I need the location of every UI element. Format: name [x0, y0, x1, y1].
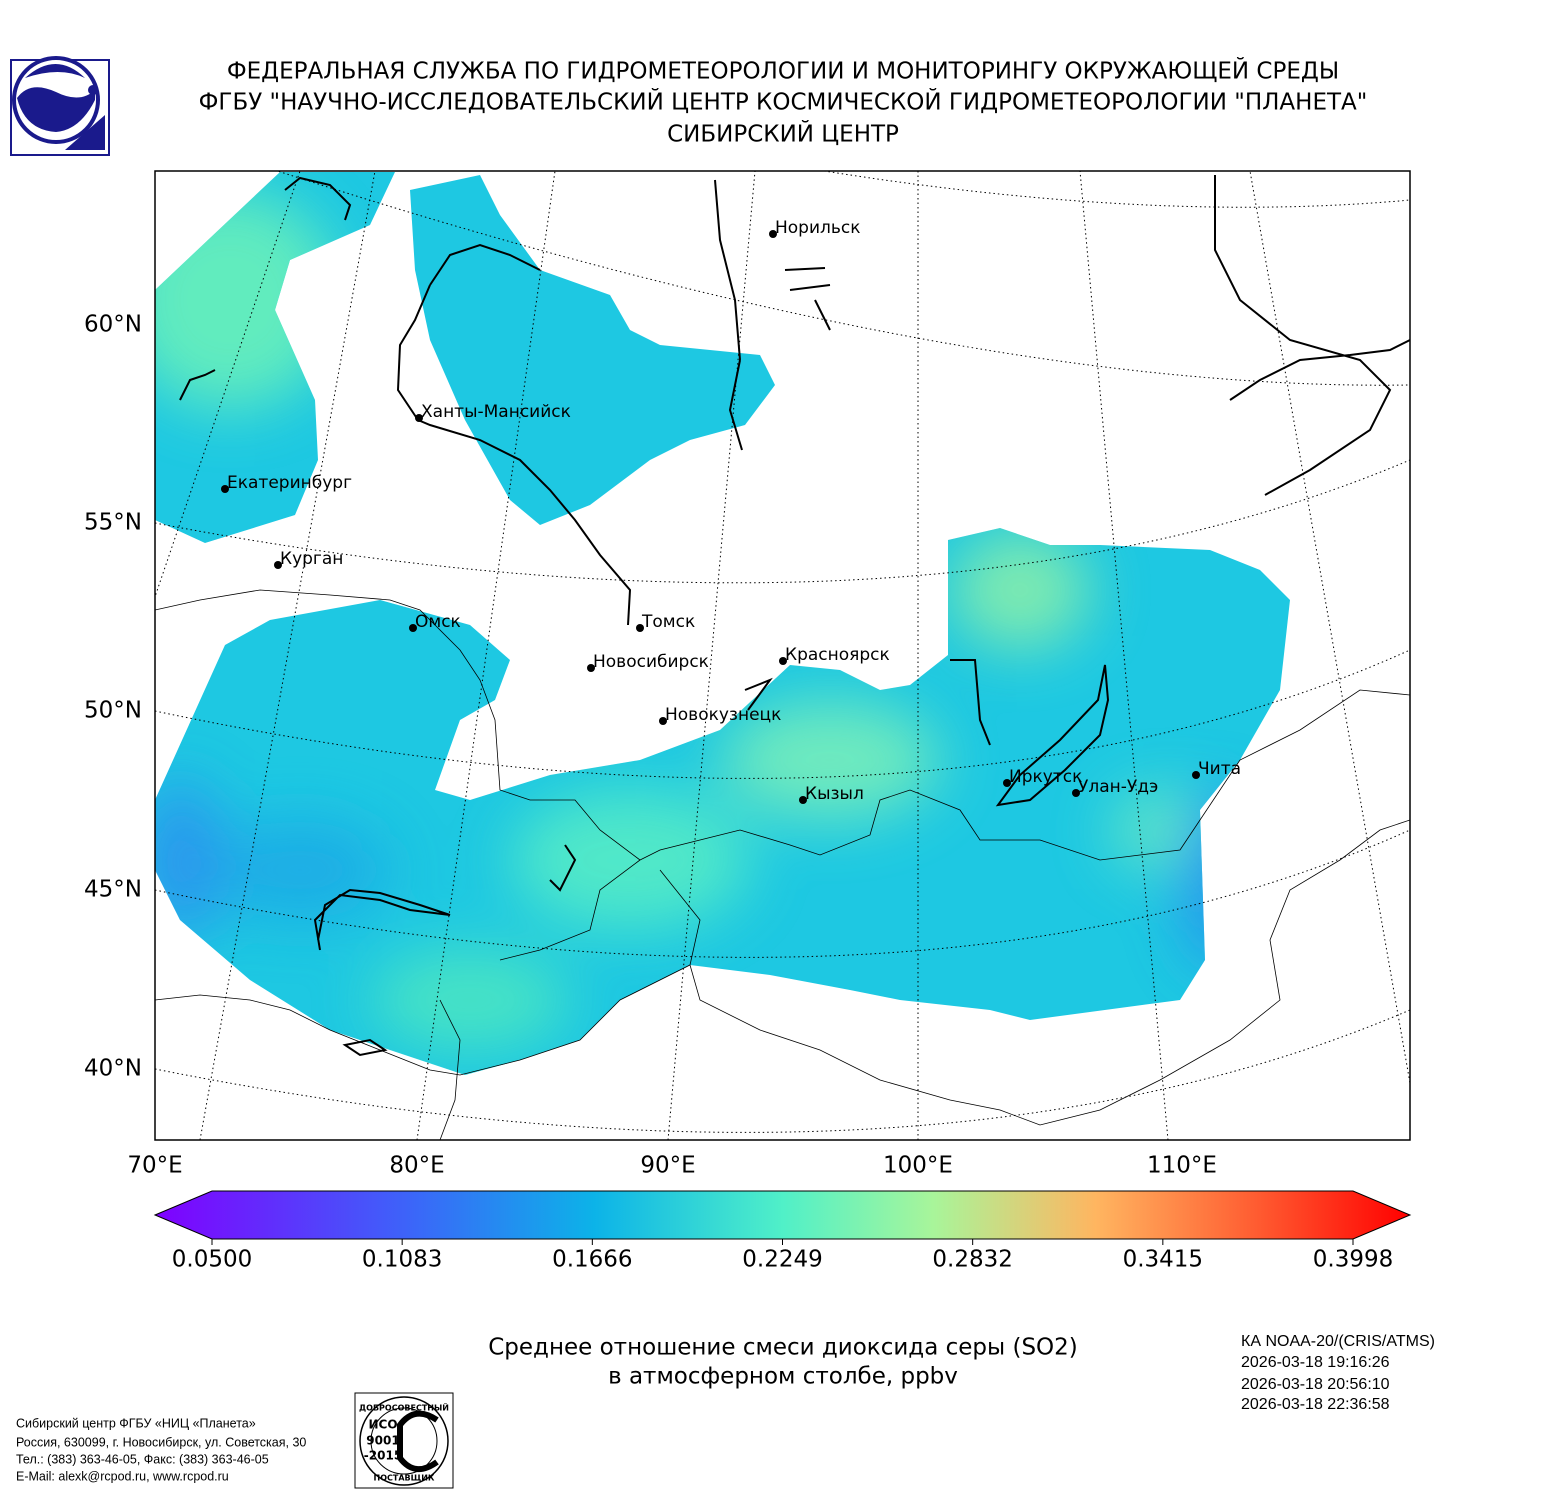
iso-text: -2015: [364, 1449, 402, 1463]
meridian: [416, 171, 556, 1140]
city-marker: [769, 230, 777, 238]
map-frame: [154, 170, 1411, 1141]
so2-field: [155, 172, 1290, 1075]
lat-label: 40°N: [84, 1056, 142, 1082]
city-label: Омск: [415, 612, 461, 632]
footer-line: Сибирский центр ФГБУ «НИЦ «Планета»: [16, 1416, 256, 1430]
city-label: Новосибирск: [593, 652, 709, 672]
map-area: [155, 171, 1410, 1140]
city-marker: [636, 624, 644, 632]
agency-logo: [10, 56, 110, 156]
city-label: Чита: [1198, 759, 1241, 779]
colorbar-tick-label: 0.1666: [552, 1247, 632, 1273]
coastlines-rivers: [179, 175, 1410, 1057]
colorbar-tick-label: 0.1083: [362, 1247, 442, 1273]
city-label: Кызыл: [805, 784, 864, 804]
footer-line: Тел.: (383) 363-46-05, Факс: (383) 363-4…: [16, 1452, 269, 1466]
satellite-info: 2026-03-18 19:16:26: [1241, 1354, 1390, 1371]
colorbar-tick-label: 0.0500: [172, 1247, 252, 1273]
satellite-info: 2026-03-18 20:56:10: [1241, 1376, 1390, 1393]
iso-text: ИСО: [368, 1418, 397, 1432]
footer-line: E-Mail: alexk@rcpod.ru, www.rcpod.ru: [16, 1469, 229, 1483]
colorbar-tick-label: 0.2832: [932, 1247, 1012, 1273]
colorbar-tick-label: 0.3998: [1313, 1247, 1393, 1273]
iso-text: 9001: [366, 1434, 399, 1448]
satellite-info: 2026-03-18 22:36:58: [1241, 1396, 1390, 1413]
caption-line: Среднее отношение смеси диоксида серы (S…: [488, 1335, 1078, 1361]
meridian: [667, 171, 756, 1140]
header-line: СИБИРСКИЙ ЦЕНТР: [667, 120, 899, 148]
header-line: ФЕДЕРАЛЬНАЯ СЛУЖБА ПО ГИДРОМЕТЕОРОЛОГИИ …: [227, 57, 1339, 85]
meridian: [1079, 171, 1169, 1140]
iso-bottom-text: ПОСТАВЩИК: [374, 1474, 435, 1483]
lat-label: 45°N: [84, 877, 142, 903]
lat-label: 55°N: [84, 510, 142, 536]
colorbar-tick-label: 0.2249: [742, 1247, 822, 1273]
footer-line: Россия, 630099, г. Новосибирск, ул. Сове…: [16, 1435, 306, 1449]
city-marker: [221, 485, 229, 493]
city-marker: [1003, 779, 1011, 787]
lon-label: 90°E: [640, 1153, 695, 1179]
city-label: Ханты-Мансийск: [421, 402, 571, 422]
iso-logo: [354, 1392, 454, 1489]
meridian: [1249, 171, 1410, 1086]
city-marker: [274, 561, 282, 569]
city-label: Иркутск: [1009, 767, 1082, 787]
city-marker: [779, 657, 787, 665]
city-marker: [587, 664, 595, 672]
borders: [155, 589, 1410, 1140]
lon-label: 100°E: [883, 1153, 953, 1179]
colorbar: [153, 1190, 1412, 1240]
city-label: Улан-Удэ: [1078, 777, 1158, 797]
city-label: Екатеринбург: [227, 473, 352, 493]
lat-label: 50°N: [84, 698, 142, 724]
city-marker: [799, 796, 807, 804]
city-marker: [1192, 771, 1200, 779]
city-label: Томск: [641, 612, 695, 632]
city-marker: [409, 624, 417, 632]
lon-label: 80°E: [389, 1153, 444, 1179]
colorbar-tick-label: 0.3415: [1123, 1247, 1203, 1273]
caption-line: в атмосферном столбе, ppbv: [608, 1364, 958, 1390]
lon-label: 110°E: [1147, 1153, 1217, 1179]
city-marker: [659, 717, 667, 725]
lat-label: 60°N: [84, 312, 142, 338]
iso-top-text: ДОБРОСОВЕСТНЫЙ: [359, 1402, 449, 1413]
header-line: ФГБУ "НАУЧНО-ИССЛЕДОВАТЕЛЬСКИЙ ЦЕНТР КОС…: [199, 88, 1368, 116]
city-marker: [415, 414, 423, 422]
satellite-info: КА NOAA-20/(CRIS/ATMS): [1241, 1333, 1435, 1350]
city-label: Новокузнецк: [665, 705, 781, 725]
city-label: Курган: [280, 549, 343, 569]
parallel: [276, 171, 1410, 386]
city-label: Норильск: [775, 218, 861, 238]
lon-label: 70°E: [127, 1153, 182, 1179]
city-label: Красноярск: [785, 645, 890, 665]
city-marker: [1072, 789, 1080, 797]
